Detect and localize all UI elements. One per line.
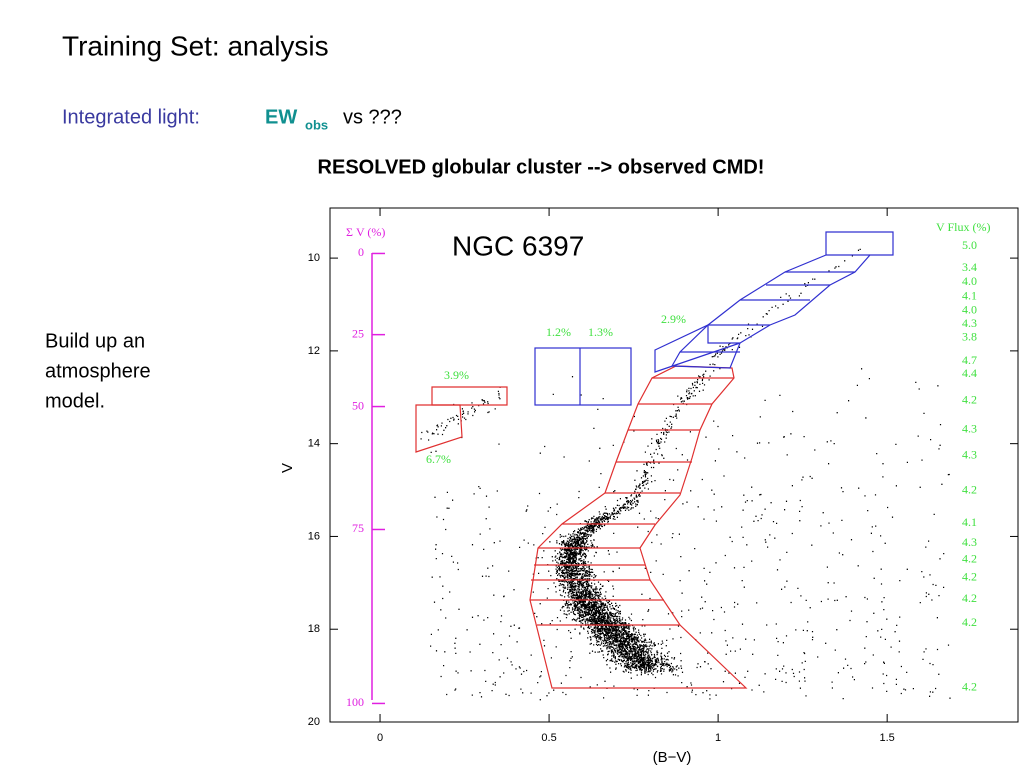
- note-line: Build up an: [45, 330, 145, 352]
- box-label: 2.9%: [661, 312, 686, 326]
- flux-label: 4.7: [962, 353, 977, 367]
- note-line: model.: [45, 390, 105, 412]
- ew-sub: obs: [305, 117, 328, 132]
- flux-label: 4.2: [962, 483, 977, 497]
- flux-label: 4.3: [962, 421, 977, 435]
- box-label: 1.3%: [588, 325, 613, 339]
- y-label: V: [279, 463, 296, 473]
- x-tick-label: 1: [715, 732, 721, 744]
- y-tick-label: 18: [308, 623, 320, 635]
- subtitle-rest: vs ???: [343, 106, 402, 128]
- flux-label: 4.4: [962, 366, 977, 380]
- flux-title: V Flux (%): [936, 220, 990, 234]
- slide-title: Training Set: analysis: [62, 30, 329, 61]
- sum-tick-label: 100: [346, 695, 364, 709]
- y-tick-label: 14: [308, 438, 320, 450]
- flux-label: 4.2: [962, 615, 977, 629]
- flux-label: 4.3: [962, 447, 977, 461]
- flux-label: 4.2: [962, 591, 977, 605]
- flux-label: 4.1: [962, 288, 977, 302]
- sum-tick-label: 75: [352, 521, 364, 535]
- flux-label: 3.8: [962, 330, 977, 344]
- note-line: atmosphere: [45, 360, 151, 382]
- subtitle-prefix: Integrated light:: [62, 106, 200, 128]
- flux-label: 4.2: [962, 551, 977, 565]
- flux-label: 4.0: [962, 274, 977, 288]
- y-tick-label: 20: [308, 716, 320, 728]
- flux-label: 4.2: [962, 679, 977, 693]
- sum-tick-label: 0: [358, 245, 364, 259]
- box-label: 3.9%: [444, 368, 469, 382]
- x-tick-label: 1.5: [880, 732, 895, 744]
- box-label: 6.7%: [426, 452, 451, 466]
- flux-label: 3.4: [962, 260, 977, 274]
- x-tick-label: 0: [377, 732, 383, 744]
- flux-label: 4.0: [962, 302, 977, 316]
- star-dots: [420, 248, 951, 701]
- y-tick-label: 16: [308, 530, 320, 542]
- flux-label: 4.3: [962, 316, 977, 330]
- heading: RESOLVED globular cluster --> observed C…: [318, 156, 765, 178]
- y-tick-label: 12: [308, 345, 320, 357]
- x-label: (B−V): [653, 749, 692, 766]
- flux-label: 4.2: [962, 569, 977, 583]
- sum-tick-label: 25: [352, 326, 364, 340]
- flux-label: 4.3: [962, 535, 977, 549]
- y-tick-label: 10: [308, 252, 320, 264]
- box-label: 1.2%: [546, 325, 571, 339]
- ew: EW: [265, 106, 297, 128]
- star-cloud: [420, 248, 951, 701]
- sum-tick-label: 50: [352, 398, 364, 412]
- flux-label: 4.1: [962, 515, 977, 529]
- x-tick-label: 0.5: [541, 732, 556, 744]
- sum-title: Σ V (%): [346, 225, 385, 239]
- flux-label: 5.0: [962, 238, 977, 252]
- flux-label: 4.2: [962, 392, 977, 406]
- blue-ridge: [534, 231, 894, 406]
- red-ridge: [415, 365, 748, 689]
- plot-frame: [329, 207, 1019, 723]
- figure-title: NGC 6397: [452, 230, 584, 261]
